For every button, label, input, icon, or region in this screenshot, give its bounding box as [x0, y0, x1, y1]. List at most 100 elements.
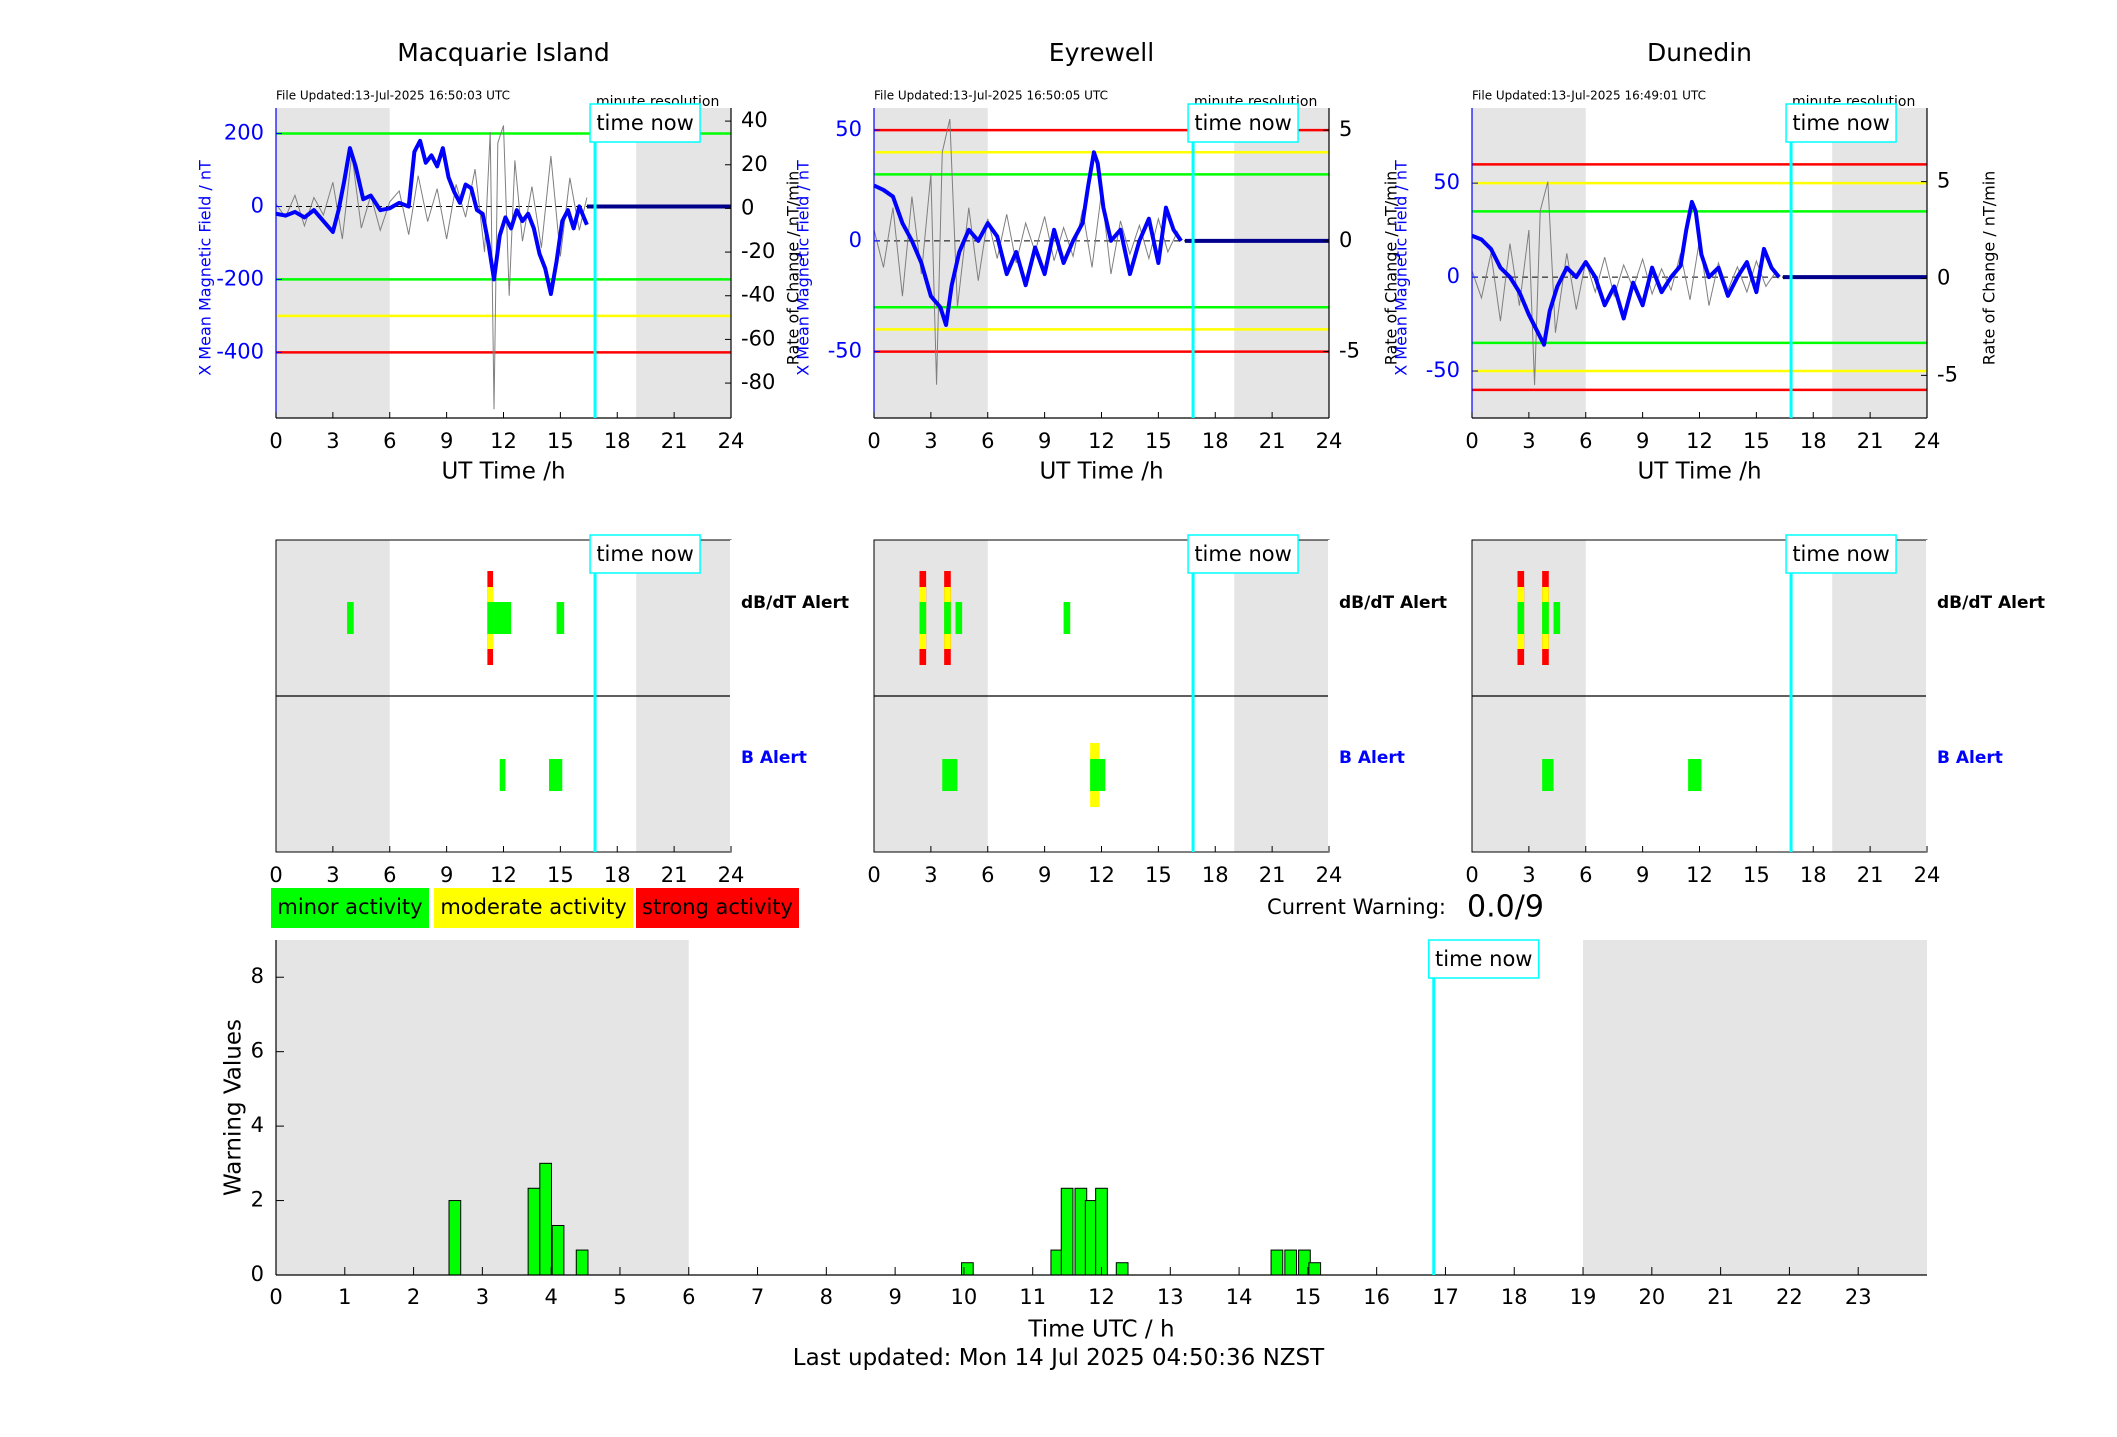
alert-bar-minor — [487, 602, 494, 634]
legend-swatch-strong — [636, 888, 799, 928]
x-tick-label: 12 — [1088, 863, 1115, 887]
night-shade — [1472, 108, 1586, 418]
dbdt-alert-label: dB/dT Alert — [1937, 593, 2045, 613]
y-tick-label: 2 — [251, 1188, 264, 1212]
x-tick-label: 18 — [1501, 1285, 1528, 1309]
x-tick-label: 15 — [1743, 863, 1770, 887]
x-tick-label: 15 — [1743, 429, 1770, 453]
legend-swatch-minor — [271, 888, 429, 928]
x-tick-label: 6 — [383, 863, 396, 887]
warning-bar — [1284, 1249, 1298, 1276]
warning-bar — [1095, 1187, 1108, 1276]
x-tick-label: 10 — [951, 1285, 978, 1309]
x-tick-label: 0 — [269, 1285, 282, 1309]
right-axis-label: Rate of Change / nT/min — [1382, 171, 1401, 366]
magnetic-field-line — [275, 138, 589, 296]
x-tick-label: 11 — [1019, 1285, 1046, 1309]
last-updated-footer: Last updated: Mon 14 Jul 2025 04:50:36 N… — [792, 1345, 1325, 1371]
x-axis-label: UT Time /h — [441, 459, 565, 485]
x-tick-label: 21 — [661, 429, 688, 453]
alert-bar-minor — [942, 759, 958, 791]
legend-label-strong: strong activity — [642, 895, 793, 919]
x-tick-label: 20 — [1638, 1285, 1665, 1309]
x-tick-label: 0 — [867, 429, 880, 453]
warning-bar — [1270, 1249, 1284, 1276]
y-tick-label: 0 — [251, 1262, 264, 1286]
time-now-label: time now — [596, 111, 693, 135]
right-axis-label: Rate of Change / nT/min — [1980, 171, 1999, 366]
current-warning-value: 0.0/9 — [1467, 890, 1544, 925]
x-tick-label: 12 — [1088, 1285, 1115, 1309]
time-now-box — [1428, 939, 1540, 979]
x-tick-label: 24 — [718, 863, 745, 887]
time-now-box — [1187, 103, 1299, 143]
x-tick-label: 12 — [1088, 429, 1115, 453]
right-tick-label: 0 — [1339, 228, 1352, 252]
current-warning-label: Current Warning: — [1267, 895, 1446, 919]
warning-bar — [1060, 1187, 1074, 1276]
right-tick-label: 0 — [741, 195, 754, 219]
left-tick-label: 0 — [1447, 264, 1460, 288]
x-tick-label: 4 — [544, 1285, 557, 1309]
left-axis-label: X Mean Magnetic Field / nT — [1392, 160, 1411, 376]
b-alert-label: B Alert — [1339, 748, 1405, 768]
dbdt-alert-label: dB/dT Alert — [1339, 593, 1447, 613]
time-now-label: time now — [1792, 542, 1889, 566]
legend-label-minor: minor activity — [277, 895, 422, 919]
left-tick-label: -200 — [216, 266, 264, 290]
x-tick-label: 12 — [1686, 863, 1713, 887]
x-tick-label: 1 — [338, 1285, 351, 1309]
alert-bar-minor — [1542, 759, 1554, 791]
left-axis-label: X Mean Magnetic Field / nT — [794, 160, 813, 376]
right-tick-label: 5 — [1339, 117, 1352, 141]
x-tick-label: 18 — [1202, 429, 1229, 453]
x-tick-label: 22 — [1776, 1285, 1803, 1309]
x-tick-label: 7 — [751, 1285, 764, 1309]
x-tick-label: 5 — [613, 1285, 626, 1309]
x-tick-label: 3 — [924, 863, 937, 887]
x-tick-label: 12 — [1686, 429, 1713, 453]
night-shade — [1234, 108, 1329, 418]
alert-bar-minor — [1688, 759, 1702, 791]
left-tick-label: 200 — [224, 121, 264, 145]
right-tick-label: -60 — [741, 326, 775, 350]
b-alert-label: B Alert — [741, 748, 807, 768]
b-alert-label: B Alert — [1937, 748, 2003, 768]
x-tick-label: 15 — [547, 863, 574, 887]
x-tick-label: 13 — [1157, 1285, 1184, 1309]
time-now-label: time now — [1792, 111, 1889, 135]
x-tick-label: 16 — [1363, 1285, 1390, 1309]
x-tick-label: 15 — [547, 429, 574, 453]
warning-bar — [527, 1187, 541, 1276]
x-tick-label: 21 — [1259, 863, 1286, 887]
x-tick-label: 17 — [1432, 1285, 1459, 1309]
night-shade — [276, 108, 390, 418]
activity-legend: minor activity moderate activity strong ac… — [271, 888, 799, 928]
x-tick-label: 21 — [1857, 863, 1884, 887]
x-tick-label: 0 — [269, 429, 282, 453]
right-tick-label: -5 — [1937, 362, 1958, 386]
x-tick-label: 21 — [1707, 1285, 1734, 1309]
left-tick-label: 50 — [835, 117, 862, 141]
x-tick-label: 0 — [269, 863, 282, 887]
x-tick-label: 24 — [1316, 429, 1343, 453]
alert-bar-minor — [944, 602, 951, 634]
x-tick-label: 2 — [407, 1285, 420, 1309]
left-tick-label: 0 — [849, 228, 862, 252]
night-shade — [1583, 940, 1927, 1275]
time-now-label: time now — [1435, 947, 1532, 971]
right-tick-label: 20 — [741, 152, 768, 176]
x-tick-label: 24 — [718, 429, 745, 453]
x-tick-label: 18 — [604, 429, 631, 453]
left-tick-label: -50 — [828, 339, 862, 363]
warning-bar — [1115, 1262, 1129, 1276]
x-tick-label: 6 — [1579, 429, 1592, 453]
time-now-label: time now — [596, 542, 693, 566]
night-shade — [636, 108, 731, 418]
alert-bar-minor — [556, 602, 565, 634]
x-tick-label: 6 — [383, 429, 396, 453]
x-tick-label: 0 — [867, 863, 880, 887]
rate-of-change-line — [275, 125, 588, 410]
x-tick-label: 0 — [1465, 429, 1478, 453]
